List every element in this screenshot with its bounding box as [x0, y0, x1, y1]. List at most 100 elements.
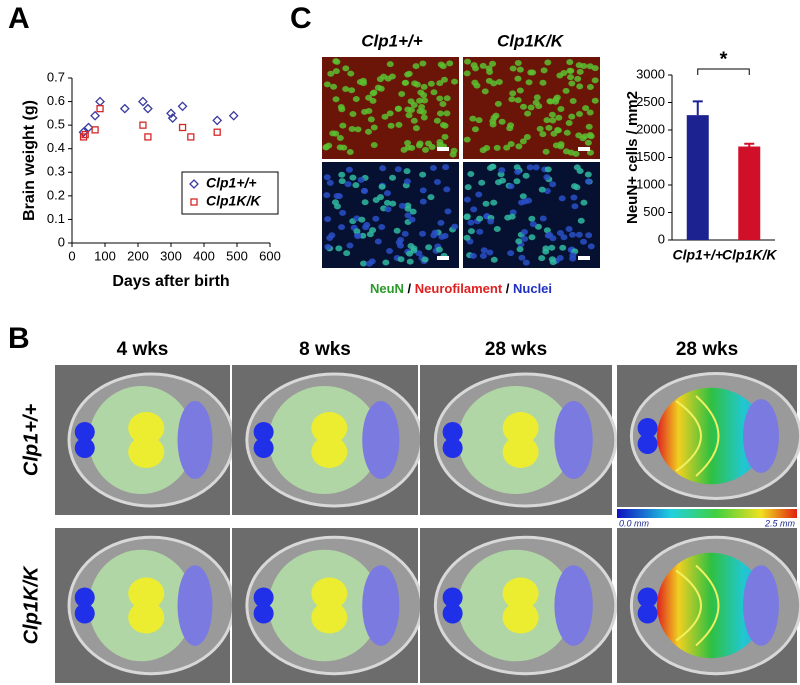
cell — [436, 138, 444, 145]
cell — [479, 147, 487, 154]
bar — [738, 146, 761, 240]
panel-label: C — [290, 2, 312, 35]
cell — [376, 194, 384, 201]
cell — [437, 219, 445, 226]
contour — [675, 564, 720, 647]
panel-label: B — [8, 322, 30, 355]
cell — [467, 219, 475, 226]
hippocampus — [311, 412, 348, 444]
cell — [419, 198, 427, 205]
cell — [539, 131, 547, 138]
cell — [333, 58, 341, 65]
micrographs — [322, 57, 600, 268]
cell — [473, 82, 481, 89]
cell — [509, 90, 517, 97]
cell — [443, 186, 451, 193]
cell — [357, 176, 365, 183]
cell — [563, 129, 571, 136]
stain-label: NeuN — [370, 281, 404, 296]
scale-bar — [578, 147, 590, 151]
cell — [576, 68, 584, 75]
column-label: Clp1+/+ — [361, 31, 422, 50]
cell — [348, 87, 356, 94]
cell — [463, 70, 471, 77]
cell — [342, 85, 350, 92]
cell — [415, 142, 423, 149]
cell — [471, 126, 479, 133]
cerebellum — [177, 401, 213, 479]
bar — [686, 115, 709, 240]
y-tick-label: 0 — [658, 231, 665, 246]
cell — [565, 120, 573, 127]
cell — [521, 235, 529, 242]
cell — [575, 231, 583, 238]
cell — [383, 190, 391, 197]
cell — [436, 110, 444, 117]
cell — [574, 75, 582, 82]
cell — [558, 195, 566, 202]
cell — [378, 224, 386, 231]
point — [90, 110, 101, 121]
cell — [540, 67, 548, 74]
cell — [487, 218, 495, 225]
cell — [556, 229, 564, 236]
cell — [507, 140, 515, 147]
cell — [569, 97, 577, 104]
cell — [586, 63, 594, 70]
cell — [514, 60, 522, 67]
point — [228, 110, 239, 121]
point — [213, 128, 221, 136]
y-tick-label: 0.2 — [47, 187, 65, 202]
x-tick-label: Clp1K/K — [722, 247, 777, 263]
cell — [333, 203, 341, 210]
olfactory-bulb — [253, 422, 274, 442]
cell — [499, 177, 507, 184]
cell — [575, 132, 583, 139]
cell — [498, 167, 506, 174]
panel-label: A — [8, 2, 30, 35]
cell — [582, 105, 590, 112]
cell — [394, 105, 402, 112]
cell — [379, 165, 387, 172]
cell — [330, 83, 338, 90]
cell — [342, 65, 350, 72]
cell — [449, 151, 457, 158]
cell — [479, 62, 487, 69]
x-tick-label: 400 — [193, 248, 215, 263]
cell — [419, 109, 427, 116]
cell — [415, 250, 423, 257]
cell — [516, 246, 524, 253]
cell — [337, 103, 345, 110]
cerebellum — [362, 565, 400, 646]
point — [212, 115, 223, 126]
cell — [524, 110, 532, 117]
cell — [553, 94, 561, 101]
cell — [323, 174, 331, 181]
cell — [412, 125, 420, 132]
cell — [338, 178, 346, 185]
cell — [419, 171, 427, 178]
cell — [338, 171, 346, 178]
cell — [446, 60, 454, 67]
hippocampus — [502, 601, 539, 634]
cell — [367, 116, 375, 123]
cell — [409, 208, 417, 215]
cell — [370, 142, 378, 149]
cell — [427, 80, 435, 87]
cell — [570, 194, 578, 201]
olfactory-bulb — [442, 587, 463, 608]
cell — [470, 206, 478, 213]
cell — [533, 94, 541, 101]
point — [96, 104, 104, 113]
cell — [542, 248, 550, 255]
cell — [519, 193, 527, 200]
cell — [419, 60, 427, 67]
cell — [463, 214, 471, 221]
cell — [361, 108, 369, 115]
cell — [534, 223, 542, 230]
cell — [514, 168, 522, 175]
cell — [407, 98, 415, 105]
cell — [354, 233, 362, 240]
error-bar — [692, 100, 703, 116]
cell — [516, 87, 524, 94]
